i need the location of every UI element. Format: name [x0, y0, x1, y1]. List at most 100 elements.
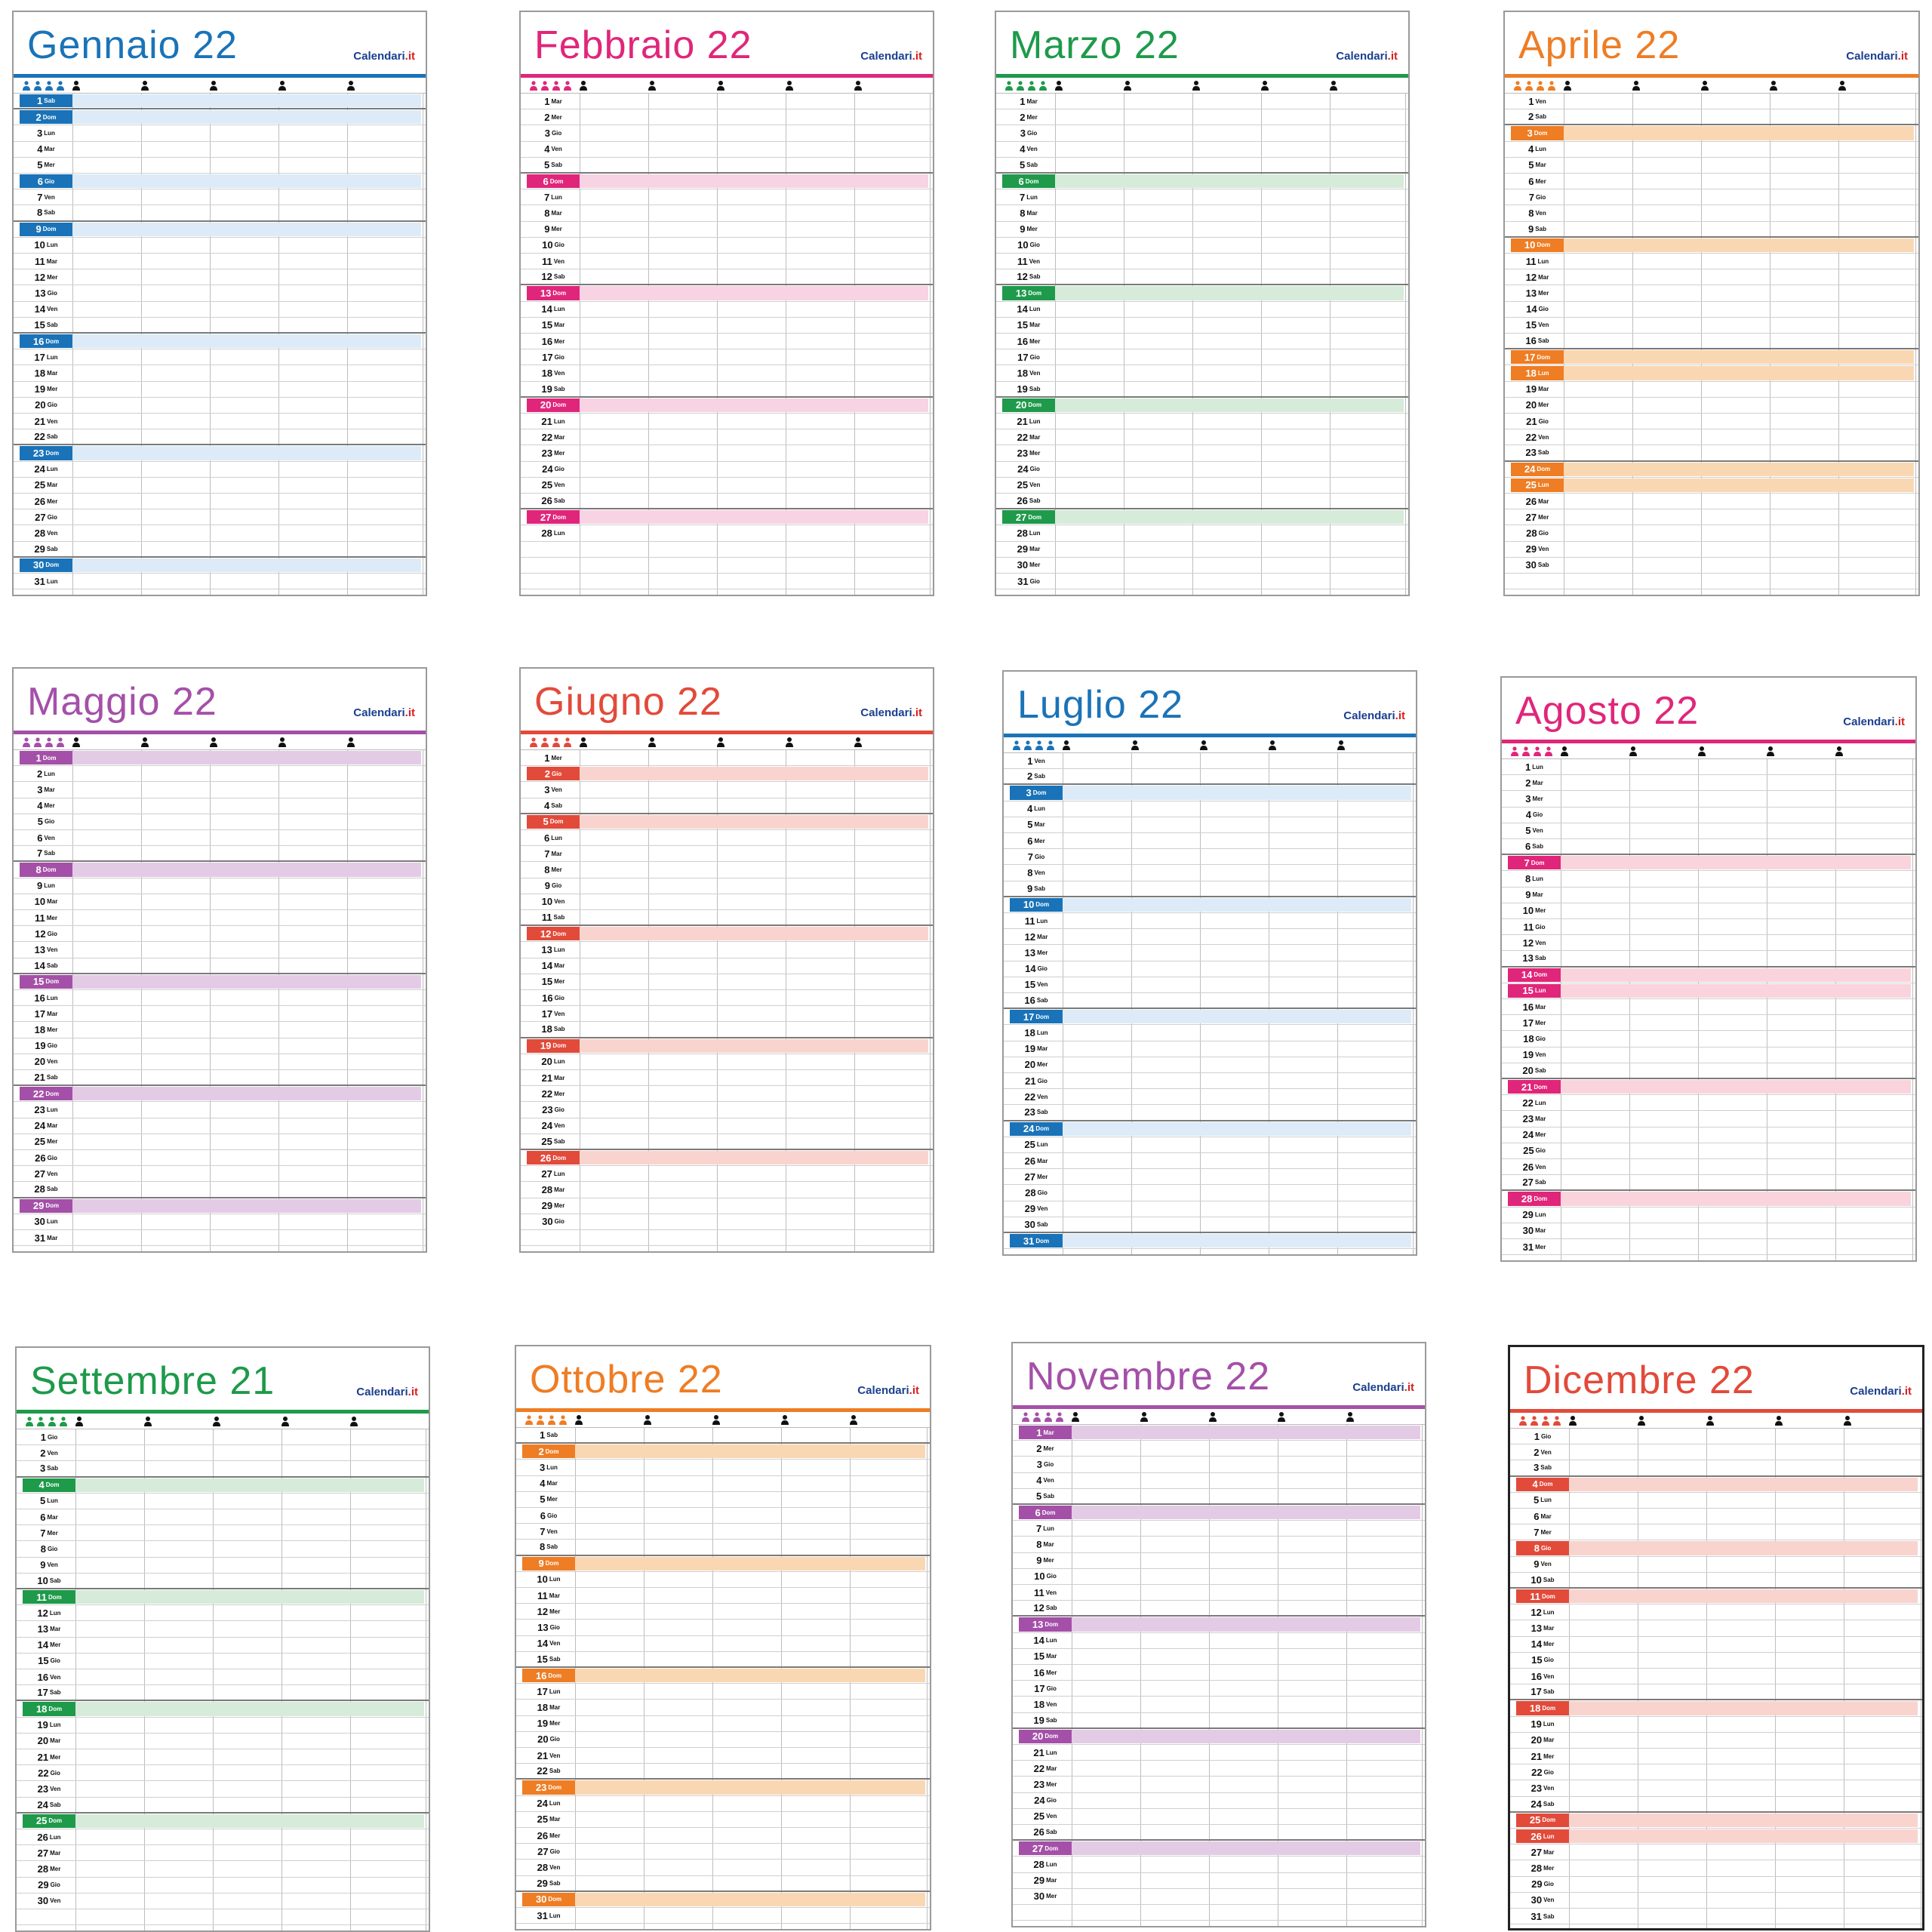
day-row[interactable]: 23 Mer: [1013, 1777, 1425, 1793]
day-row[interactable]: 12 Sab: [521, 269, 933, 286]
day-row[interactable]: 7 Dom: [1502, 855, 1915, 872]
day-row[interactable]: 22 Gio: [1510, 1764, 1922, 1781]
day-row[interactable]: 20 Gio: [14, 398, 426, 414]
day-row[interactable]: 1 Gio: [17, 1429, 429, 1446]
day-row[interactable]: 13 Mar: [17, 1621, 429, 1638]
day-row[interactable]: 25 Mer: [14, 1134, 426, 1150]
day-row[interactable]: 16 Lun: [14, 990, 426, 1007]
day-row[interactable]: 7 Gio: [1004, 849, 1416, 866]
day-row[interactable]: 7 Lun: [521, 189, 933, 206]
day-row[interactable]: 25 Lun: [1505, 478, 1918, 494]
day-row[interactable]: 12 Ven: [1502, 935, 1915, 952]
day-row[interactable]: 9 Ven: [1510, 1557, 1922, 1573]
day-row[interactable]: 31 Gio: [996, 574, 1408, 590]
day-row[interactable]: 1 Mar: [996, 94, 1408, 110]
day-row[interactable]: 16 Ven: [1510, 1669, 1922, 1685]
day-row[interactable]: 4 Dom: [1510, 1477, 1922, 1493]
day-row[interactable]: 6 Dom: [996, 174, 1408, 190]
day-row[interactable]: 13 Mer: [1505, 285, 1918, 302]
day-row[interactable]: 2 Mer: [1013, 1441, 1425, 1457]
day-row[interactable]: 7 Ven: [516, 1524, 930, 1540]
day-row[interactable]: 14 Mer: [1510, 1637, 1922, 1653]
day-row[interactable]: 15 Mar: [521, 318, 933, 334]
day-row[interactable]: 10 Dom: [1505, 238, 1918, 254]
day-row[interactable]: 16 Sab: [1505, 334, 1918, 350]
day-row[interactable]: 21 Gio: [1004, 1073, 1416, 1090]
day-row[interactable]: 10 Sab: [17, 1574, 429, 1589]
day-row[interactable]: 19 Mer: [14, 382, 426, 398]
day-row[interactable]: 14 Ven: [516, 1636, 930, 1652]
day-row[interactable]: 22 Lun: [1502, 1095, 1915, 1112]
day-row[interactable]: 7 Gio: [1505, 189, 1918, 206]
day-row[interactable]: 10 Gio: [996, 238, 1408, 254]
day-row[interactable]: 25 Lun: [1004, 1137, 1416, 1153]
day-row[interactable]: 10 Dom: [1004, 897, 1416, 913]
day-row[interactable]: 17 Lun: [516, 1684, 930, 1700]
day-row[interactable]: 9 Mer: [521, 222, 933, 238]
day-row[interactable]: 29 Gio: [1510, 1877, 1922, 1893]
day-row[interactable]: 21 Ven: [14, 414, 426, 430]
day-row[interactable]: 12 Lun: [17, 1605, 429, 1622]
day-row[interactable]: 28 Lun: [521, 525, 933, 542]
day-row[interactable]: 28 Ven: [516, 1860, 930, 1876]
day-row[interactable]: 22 Sab: [14, 429, 426, 446]
day-row[interactable]: 10 Mer: [1502, 903, 1915, 919]
day-row[interactable]: 11 Lun: [1505, 254, 1918, 270]
day-row[interactable]: 16 Dom: [516, 1668, 930, 1684]
day-row[interactable]: 22 Sab: [516, 1764, 930, 1780]
day-row[interactable]: 27 Lun: [521, 1166, 933, 1183]
day-row[interactable]: 27 Dom: [521, 509, 933, 526]
day-row[interactable]: 27 Mer: [1004, 1169, 1416, 1186]
day-row[interactable]: 23 Lun: [14, 1102, 426, 1118]
day-row[interactable]: 1 Mer: [521, 750, 933, 767]
day-row[interactable]: 5 Sab: [1013, 1489, 1425, 1505]
day-row[interactable]: 5 Lun: [17, 1494, 429, 1509]
day-row[interactable]: 1 Dom: [14, 750, 426, 767]
day-row[interactable]: 27 Mar: [1510, 1844, 1922, 1861]
day-row[interactable]: 9 Lun: [14, 878, 426, 894]
day-row[interactable]: 3 Ven: [521, 782, 933, 798]
day-row[interactable]: 10 Gio: [1013, 1569, 1425, 1585]
day-row[interactable]: 2 Mar: [1502, 775, 1915, 792]
day-row[interactable]: 4 Ven: [1013, 1473, 1425, 1489]
day-row[interactable]: 25 Dom: [17, 1814, 429, 1829]
day-row[interactable]: 4 Lun: [1505, 142, 1918, 158]
day-row[interactable]: 25 Gio: [1502, 1143, 1915, 1159]
day-row[interactable]: 11 Ven: [1013, 1585, 1425, 1601]
day-row[interactable]: 12 Mar: [1004, 929, 1416, 946]
day-row[interactable]: 20 Dom: [996, 398, 1408, 414]
day-row[interactable]: 28 Gio: [1004, 1185, 1416, 1201]
day-row[interactable]: 24 Gio: [996, 462, 1408, 478]
day-row[interactable]: 13 Sab: [1502, 951, 1915, 968]
day-row[interactable]: 30 Dom: [14, 558, 426, 574]
day-row[interactable]: 23 Dom: [516, 1780, 930, 1796]
day-row[interactable]: 16 Ven: [17, 1669, 429, 1686]
day-row[interactable]: 28 Mer: [17, 1861, 429, 1878]
day-row[interactable]: 29 Sab: [516, 1876, 930, 1892]
day-row[interactable]: 13 Mar: [1510, 1620, 1922, 1637]
day-row[interactable]: 19 Gio: [14, 1038, 426, 1054]
day-row[interactable]: 27 Gio: [516, 1844, 930, 1860]
day-row[interactable]: 19 Sab: [996, 382, 1408, 398]
day-row[interactable]: 17 Ven: [521, 1006, 933, 1023]
day-row[interactable]: 12 Sab: [1013, 1601, 1425, 1617]
day-row[interactable]: 14 Lun: [1013, 1633, 1425, 1649]
day-row[interactable]: 23 Dom: [14, 445, 426, 462]
day-row[interactable]: 27 Mer: [1505, 509, 1918, 526]
day-row[interactable]: 3 Mer: [1502, 791, 1915, 808]
day-row[interactable]: 14 Lun: [521, 302, 933, 318]
day-row[interactable]: 27 Gio: [14, 509, 426, 526]
day-row[interactable]: 19 Sab: [1013, 1713, 1425, 1729]
day-row[interactable]: 10 Gio: [521, 238, 933, 254]
day-row[interactable]: 12 Mer: [14, 269, 426, 286]
day-row[interactable]: 25 Sab: [521, 1134, 933, 1150]
day-row[interactable]: 3 Sab: [17, 1461, 429, 1478]
day-row[interactable]: 6 Gio: [14, 174, 426, 190]
day-row[interactable]: 22 Mar: [1013, 1761, 1425, 1777]
day-row[interactable]: 26 Mar: [1004, 1153, 1416, 1170]
day-row[interactable]: 31 Sab: [1510, 1909, 1922, 1925]
day-row[interactable]: 28 Lun: [996, 525, 1408, 542]
day-row[interactable]: 7 Lun: [996, 189, 1408, 206]
day-row[interactable]: 6 Dom: [1013, 1505, 1425, 1521]
day-row[interactable]: 6 Gio: [516, 1508, 930, 1524]
